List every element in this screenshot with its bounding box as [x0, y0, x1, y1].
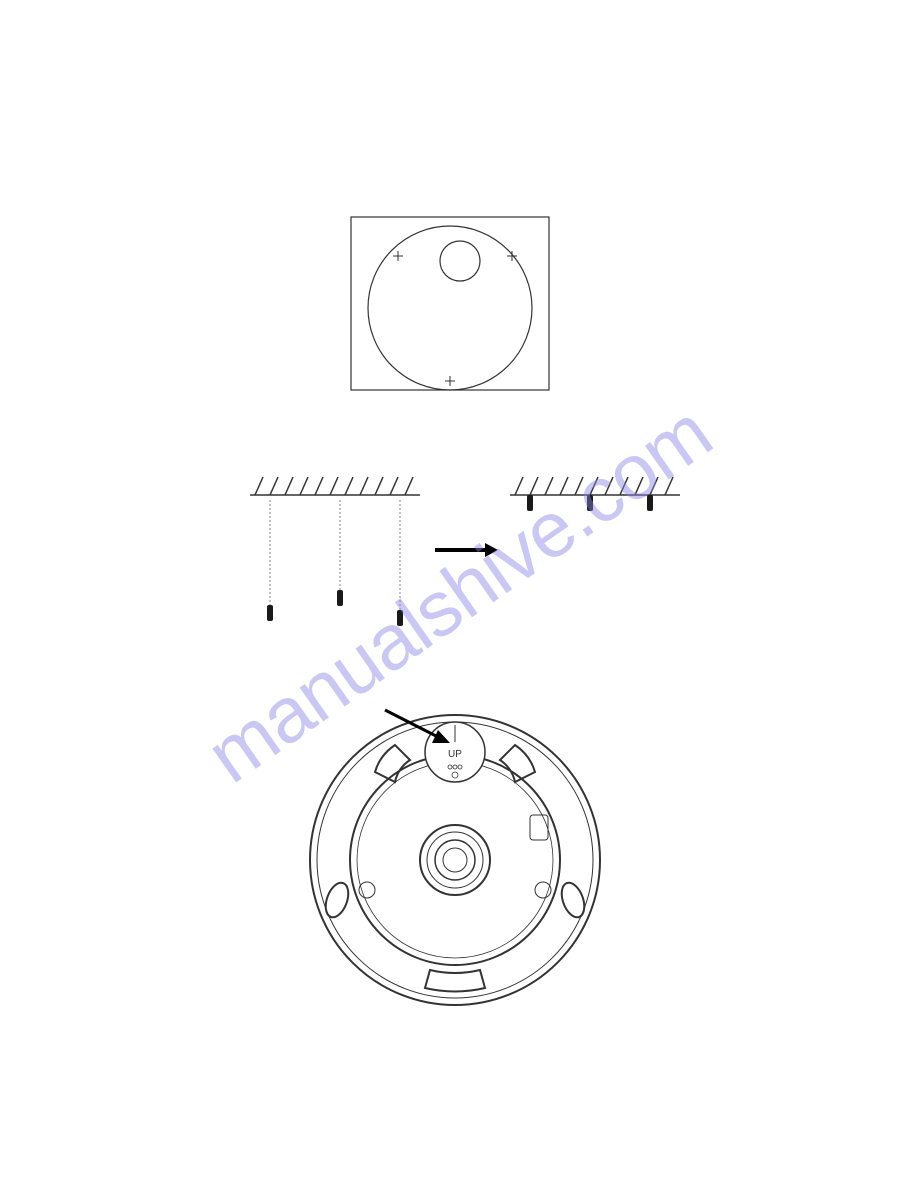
- figure-camera-body: UP: [300, 700, 610, 1010]
- up-label: UP: [448, 749, 462, 760]
- figure-drill-template: [350, 216, 550, 391]
- anchor-install-svg: [240, 460, 680, 635]
- figure-anchor-install: [240, 460, 680, 635]
- camera-body-svg: UP: [300, 700, 610, 1010]
- drill-template-svg: [350, 216, 550, 391]
